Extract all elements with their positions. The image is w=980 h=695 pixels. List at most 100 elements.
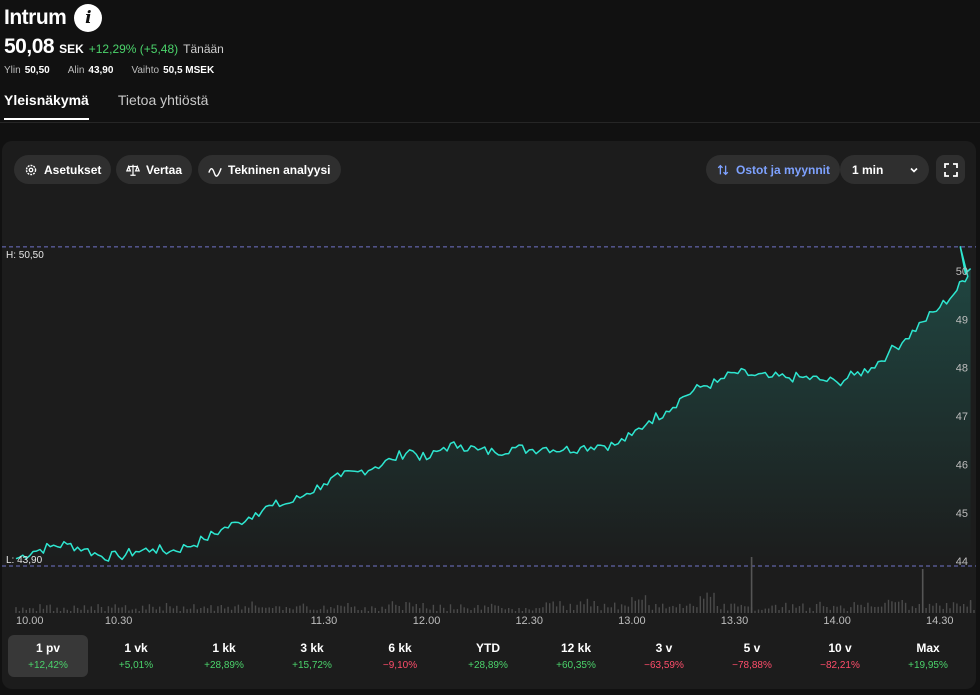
volume-bar [436,611,438,613]
interval-select[interactable]: 1 min [840,155,929,184]
volume-bar [644,595,647,613]
volume-bar [419,608,421,613]
period-change: −78,88% [732,660,772,671]
x-tick-label: 11.30 [311,615,338,627]
volume-bar [518,608,520,613]
settings-button[interactable]: Asetukset [14,155,112,184]
volume-bar [412,606,414,613]
volume-bar [97,604,99,613]
volume-bar [350,607,352,613]
volume-bar [679,603,681,613]
volume-bar [689,603,691,613]
volume-bar [525,608,527,613]
period-label: 3 kk [300,641,324,655]
x-tick-label: 12.30 [515,615,543,627]
volume-bar [162,610,164,613]
volume-bar [227,606,229,613]
stock-header: Intrum i 50,08 SEK +12,29% (+5,48) Tänää… [4,4,224,76]
volume-bar [716,606,719,613]
volume-bar [809,607,811,613]
volume-bar [559,601,561,613]
volume-bar [867,602,869,613]
period-option[interactable]: 1 kk +28,89% [184,635,264,677]
volume-bar [159,606,161,613]
volume-bar [583,604,585,613]
period-option[interactable]: 10 v −82,21% [800,635,880,677]
scale-icon [126,164,140,176]
volume-bar [336,605,339,613]
volume-bar [306,606,308,613]
volume-bar [764,608,766,613]
technical-analysis-button[interactable]: Tekninen analyysi [198,155,341,184]
volume-bar [309,609,311,613]
interval-value: 1 min [852,162,884,177]
volume-bar [302,603,305,613]
tab-overview[interactable]: Yleisnäkymä [4,92,89,120]
volume-bar [956,603,958,613]
period-change: +12,42% [28,660,68,671]
trades-button[interactable]: Ostot ja myynnit [706,155,841,184]
volume-bar [244,606,246,613]
high-label: H: 50,50 [6,250,44,261]
volume-bar [549,603,551,613]
period-option[interactable]: Max +19,95% [888,635,968,677]
volume-bar [70,611,72,613]
volume-bar [521,611,524,613]
info-icon[interactable]: i [74,4,103,32]
volume-bar [323,605,325,613]
volume-bar [282,610,284,613]
price-chart[interactable]: H: 50,50 L: 43,90 44 45 46 47 48 49 50 10.00 10.30… [2,141,976,631]
period-label: 1 kk [212,641,236,655]
volume-bar [172,608,175,613]
volume-bar [699,596,701,613]
period-option[interactable]: 3 kk +15,72% [272,635,352,677]
period-change: −9,10% [382,660,418,671]
period-option[interactable]: 3 v −63,59% [624,635,704,677]
period-change: +5,01% [118,660,154,671]
volume-bar [798,606,801,613]
volume-bar [538,608,541,613]
volume-bar [747,606,749,613]
volume-bar [733,603,736,613]
tab-company-info[interactable]: Tietoa yhtiöstä [117,92,209,108]
volume-bar [275,606,277,613]
fullscreen-button[interactable] [936,155,965,184]
volume-bar [367,611,370,613]
volume-bar [819,601,821,613]
settings-label: Asetukset [44,162,102,177]
volume-bar [182,606,185,613]
volume-bar [668,606,671,613]
currency: SEK [59,42,84,56]
period-option[interactable]: 6 kk −9,10% [360,635,440,677]
compare-button[interactable]: Vertaa [116,155,193,184]
volume-bar [401,610,404,613]
volume-bar [463,607,465,613]
period-option[interactable]: 1 vk +5,01% [96,635,176,677]
volume-bar [210,605,212,613]
volume-bar [333,608,335,613]
period-change: −63,59% [644,660,684,671]
volume-bar [357,610,359,613]
volume-bar [853,602,855,613]
period-option[interactable]: 1 pv +12,42% [8,635,88,677]
volume-bar [723,603,725,613]
volume-bar [839,605,842,613]
volume-bar [586,598,589,613]
volume-bar [391,601,394,613]
volume-bar [203,606,205,613]
volume-bar [35,611,38,613]
volume-bar [398,606,400,613]
price-area-fill [16,246,971,567]
period-change: +60,35% [556,660,596,671]
volume-bar [593,601,595,613]
period-option[interactable]: 5 v −78,88% [712,635,792,677]
volume-bar [939,605,941,613]
volume-bar [248,607,250,613]
volume-bar [918,604,920,613]
period-change: −82,21% [820,660,860,671]
period-option[interactable]: 12 kk +60,35% [536,635,616,677]
period-option[interactable]: YTD +28,89% [448,635,528,677]
volume-bar [466,608,469,613]
volume-bar [638,599,640,613]
volume-bar [374,607,376,613]
